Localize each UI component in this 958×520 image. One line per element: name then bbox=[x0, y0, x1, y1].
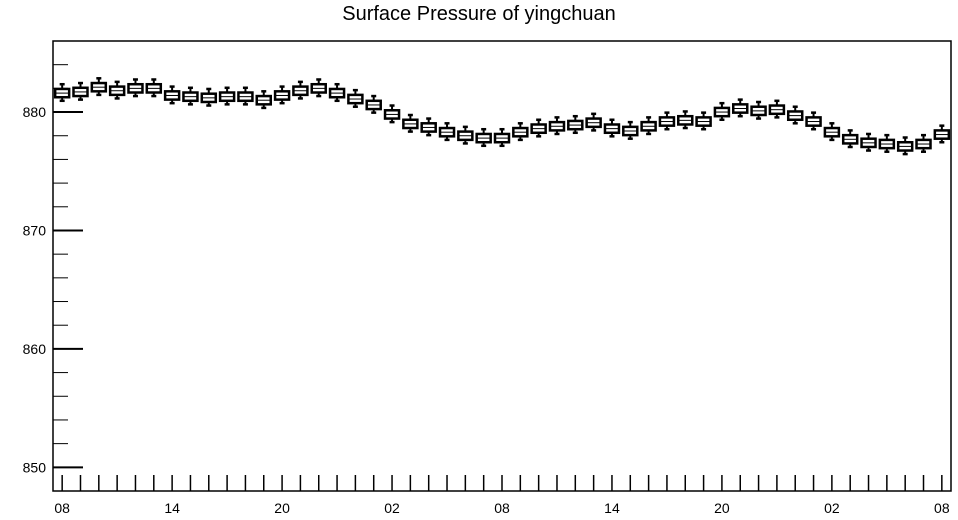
box-plot-item bbox=[860, 132, 877, 152]
box-plot-item bbox=[457, 125, 474, 145]
box-plot-item bbox=[677, 110, 694, 130]
x-tick-label: 14 bbox=[604, 500, 620, 516]
box-plot-item bbox=[695, 111, 712, 131]
box-plot-item bbox=[603, 118, 621, 138]
box-plot-item bbox=[548, 116, 566, 136]
box-plot-item bbox=[402, 113, 419, 133]
y-axis: 850 860 870 880 bbox=[23, 40, 83, 492]
box-plot-item bbox=[786, 105, 804, 125]
box-plot-item bbox=[841, 129, 859, 149]
boxes bbox=[53, 77, 951, 156]
box-plot-item bbox=[530, 118, 547, 138]
box-plot-item bbox=[145, 78, 163, 98]
box-plot-item bbox=[896, 136, 914, 156]
box-plot-item bbox=[622, 120, 639, 140]
box-plot-item bbox=[731, 98, 749, 118]
y-tick-label: 850 bbox=[23, 459, 47, 475]
box-plot-item bbox=[218, 86, 236, 106]
x-tick-label: 14 bbox=[164, 500, 180, 516]
box-plot-item bbox=[475, 127, 492, 148]
x-tick-label: 08 bbox=[494, 500, 510, 516]
box-plot-item bbox=[347, 88, 364, 108]
box-plot-item bbox=[365, 94, 382, 114]
box-plot-item bbox=[163, 85, 181, 105]
box-plot-item bbox=[585, 112, 602, 132]
box-plot-item bbox=[273, 85, 291, 105]
box-plot-item bbox=[292, 80, 309, 100]
x-tick-label: 02 bbox=[824, 500, 840, 516]
box-plot-item bbox=[713, 101, 731, 121]
y-tick-label: 880 bbox=[23, 104, 47, 120]
y-tick-label: 860 bbox=[23, 341, 47, 357]
box-plot-item bbox=[512, 122, 529, 142]
x-tick-label: 20 bbox=[274, 500, 290, 516]
box-plot-item bbox=[72, 81, 89, 101]
box-plot-item bbox=[127, 78, 144, 98]
plot-frame bbox=[52, 40, 952, 492]
x-tick-label: 08 bbox=[54, 500, 70, 516]
box-plot-item bbox=[328, 82, 346, 103]
box-plot-item bbox=[768, 99, 786, 119]
box-plot-item bbox=[567, 114, 584, 135]
box-plot-item bbox=[420, 117, 437, 137]
box-plot-item bbox=[493, 127, 511, 148]
box-plot-item bbox=[438, 122, 456, 142]
chart-title: Surface Pressure of yingchuan bbox=[342, 3, 616, 25]
box-plot-item bbox=[200, 87, 218, 107]
x-tick-label: 02 bbox=[384, 500, 400, 516]
box-plot-item bbox=[640, 116, 657, 136]
box-plot-item bbox=[383, 104, 401, 124]
box-plot-item bbox=[878, 133, 896, 153]
box-plot-item bbox=[90, 77, 108, 97]
x-tick-label: 08 bbox=[934, 500, 950, 516]
box-plot-item bbox=[255, 90, 273, 110]
x-axis: 08 14 20 02 08 14 20 02 08 bbox=[54, 475, 950, 516]
box-plot-item bbox=[805, 111, 822, 131]
box-plot-item bbox=[750, 100, 767, 120]
box-plot-item bbox=[933, 124, 951, 144]
box-plot-item bbox=[310, 78, 327, 98]
box-plot-item bbox=[658, 111, 676, 131]
y-tick-label: 870 bbox=[23, 222, 47, 238]
box-plot-item bbox=[915, 133, 932, 153]
box-plot-item bbox=[182, 86, 199, 106]
box-plot-item bbox=[53, 82, 71, 103]
x-tick-label: 20 bbox=[714, 500, 730, 516]
box-plot-item bbox=[237, 86, 254, 106]
box-plot-item bbox=[108, 80, 126, 100]
box-plot-item bbox=[823, 122, 841, 142]
